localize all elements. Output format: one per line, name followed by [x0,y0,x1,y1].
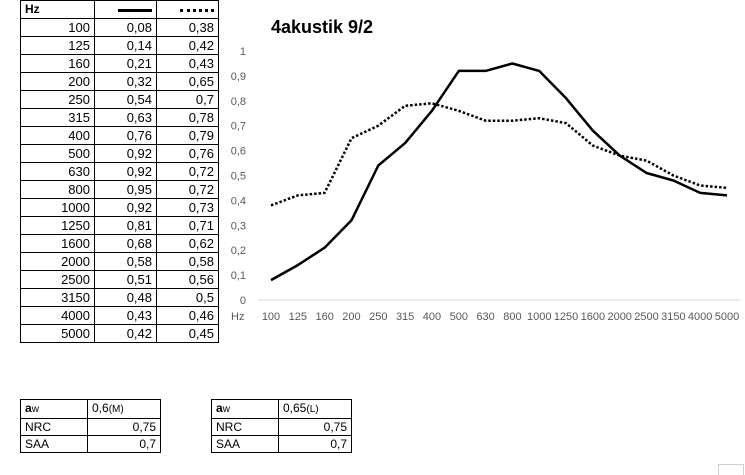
x-tick-label: 2000 [607,311,631,323]
x-tick-label: 160 [315,311,333,323]
x-tick-label: 1250 [554,311,578,323]
table-row: 2500 0,51 0,56 [20,270,219,289]
x-tick-label: 125 [289,311,307,323]
x-tick-label: 400 [423,311,441,323]
table-row: 2000 0,58 0,58 [20,252,219,271]
x-tick-label: 3150 [661,311,685,323]
dotted-value-cell: 0,72 [156,180,219,199]
dotted-line-swatch [180,9,214,13]
aw-label: aw [20,399,88,419]
y-tick-label: 0,1 [231,270,246,282]
table-row: 5000 0,42 0,45 [20,324,219,343]
y-axis-ticks: 0 0,1 0,2 0,3 0,4 0,5 0,6 0,7 0,8 0,9 1 [231,46,246,307]
x-tick-label: 100 [262,311,280,323]
dotted-value-cell: 0,72 [156,162,219,181]
table-row: 100 0,08 0,38 [20,18,219,37]
series-layer [270,62,728,282]
x-tick-label: 1000 [527,311,551,323]
frequency-cell: 1250 [20,216,95,235]
aw-label: aw [211,399,279,419]
x-tick-label: 5000 [715,311,739,323]
absorption-table: Hz 100 0,08 0,38 125 0,14 0,42 160 0,21 0,43 200 0… [20,0,219,343]
solid-value-cell: 0,92 [94,198,157,217]
y-tick-label: 0,3 [231,220,246,232]
x-tick-label: 500 [450,311,468,323]
aw-row: aw 0,65(L) [211,399,352,419]
saa-label: SAA [20,435,88,453]
dotted-value-cell: 0,7 [156,90,219,109]
y-tick-label: 0,4 [231,195,246,207]
y-tick-label: 0,6 [231,146,246,158]
nrc-value: 0,75 [278,418,352,436]
solid-value-cell: 0,92 [94,162,157,181]
solid-value-cell: 0,95 [94,180,157,199]
aw-value: 0,65(L) [278,399,352,419]
x-tick-label: 250 [369,311,387,323]
table-row: 400 0,76 0,79 [20,126,219,145]
dotted-value-cell: 0,45 [156,324,219,343]
aw-row: aw 0,6(M) [20,399,161,419]
absorption-line-chart: 4akustik 9/2 0 0,1 0,2 0,3 0,4 0,5 0,6 0,7 0,8 0,… [231,17,740,323]
dotted-series-line [270,102,728,207]
dotted-value-cell: 0,46 [156,306,219,325]
dotted-value-cell: 0,42 [156,36,219,55]
x-tick-label: 1600 [581,311,605,323]
y-tick-label: 0,2 [231,245,246,257]
dotted-value-cell: 0,65 [156,72,219,91]
aw-value: 0,6(M) [87,399,161,419]
dotted-value-cell: 0,58 [156,252,219,271]
nrc-row: NRC 0,75 [20,418,161,436]
summary-table-right: aw 0,65(L) NRC 0,75 SAA 0,7 [211,399,352,453]
nrc-label: NRC [211,418,279,436]
solid-value-cell: 0,68 [94,234,157,253]
y-tick-label: 0 [240,295,246,307]
table-row: 315 0,63 0,78 [20,108,219,127]
dotted-value-cell: 0,78 [156,108,219,127]
saa-row: SAA 0,7 [20,435,161,453]
x-tick-label: 630 [476,311,494,323]
y-tick-label: 0,9 [231,71,246,83]
x-tick-label: 200 [342,311,360,323]
corner-mark [718,464,744,475]
table-row: 1600 0,68 0,62 [20,234,219,253]
saa-value: 0,7 [87,435,161,453]
x-tick-label: 2500 [634,311,658,323]
x-tick-label: 800 [503,311,521,323]
solid-series-line [270,62,728,282]
y-tick-label: 0,5 [231,171,246,183]
frequency-cell: 500 [20,144,95,163]
frequency-cell: 2000 [20,252,95,271]
solid-value-cell: 0,76 [94,126,157,145]
y-tick-label: 1 [240,46,246,58]
saa-label: SAA [211,435,279,453]
nrc-value: 0,75 [87,418,161,436]
solid-value-cell: 0,51 [94,270,157,289]
x-tick-label: 315 [396,311,414,323]
y-tick-label: 0,7 [231,121,246,133]
solid-value-cell: 0,92 [94,144,157,163]
dotted-value-cell: 0,56 [156,270,219,289]
x-tick-label: 4000 [688,311,712,323]
dotted-value-cell: 0,79 [156,126,219,145]
solid-value-cell: 0,42 [94,324,157,343]
solid-value-cell: 0,48 [94,288,157,307]
solid-line-swatch [118,9,152,13]
table-row: 800 0,95 0,72 [20,180,219,199]
chart-title: 4akustik 9/2 [271,17,373,37]
y-tick-label: 0,8 [231,96,246,108]
table-row: 200 0,32 0,65 [20,72,219,91]
table-row: 3150 0,48 0,5 [20,288,219,307]
x-axis-label: Hz [231,311,244,323]
summary-table-left: aw 0,6(M) NRC 0,75 SAA 0,7 [20,399,161,453]
saa-value: 0,7 [278,435,352,453]
table-row: 630 0,92 0,72 [20,162,219,181]
nrc-label: NRC [20,418,88,436]
saa-row: SAA 0,7 [211,435,352,453]
nrc-row: NRC 0,75 [211,418,352,436]
x-axis-ticks: 100 125 160 200 250 315 400 500 630 800 1000 1250 16… [262,311,739,323]
